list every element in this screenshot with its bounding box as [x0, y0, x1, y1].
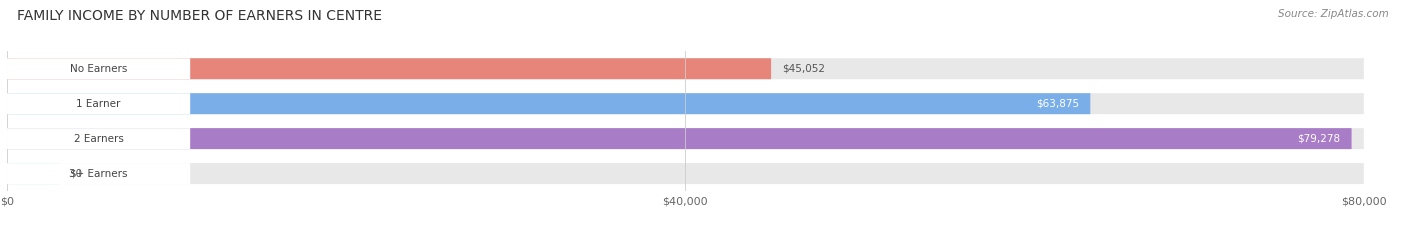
FancyBboxPatch shape — [7, 58, 190, 79]
FancyBboxPatch shape — [7, 93, 1364, 114]
Text: 2 Earners: 2 Earners — [73, 134, 124, 144]
FancyBboxPatch shape — [7, 163, 1364, 184]
Text: Source: ZipAtlas.com: Source: ZipAtlas.com — [1278, 9, 1389, 19]
Text: $63,875: $63,875 — [1036, 99, 1080, 109]
Text: $45,052: $45,052 — [782, 64, 825, 74]
FancyBboxPatch shape — [7, 93, 1090, 114]
FancyBboxPatch shape — [7, 163, 59, 184]
FancyBboxPatch shape — [7, 163, 190, 184]
Text: FAMILY INCOME BY NUMBER OF EARNERS IN CENTRE: FAMILY INCOME BY NUMBER OF EARNERS IN CE… — [17, 9, 382, 23]
Text: No Earners: No Earners — [70, 64, 128, 74]
FancyBboxPatch shape — [7, 58, 1364, 79]
Text: 1 Earner: 1 Earner — [76, 99, 121, 109]
Text: $0: $0 — [69, 169, 83, 178]
Text: $79,278: $79,278 — [1298, 134, 1341, 144]
FancyBboxPatch shape — [7, 128, 1364, 149]
FancyBboxPatch shape — [7, 128, 190, 149]
FancyBboxPatch shape — [7, 58, 770, 79]
FancyBboxPatch shape — [7, 128, 1351, 149]
Text: 3+ Earners: 3+ Earners — [69, 169, 128, 178]
FancyBboxPatch shape — [7, 93, 190, 114]
